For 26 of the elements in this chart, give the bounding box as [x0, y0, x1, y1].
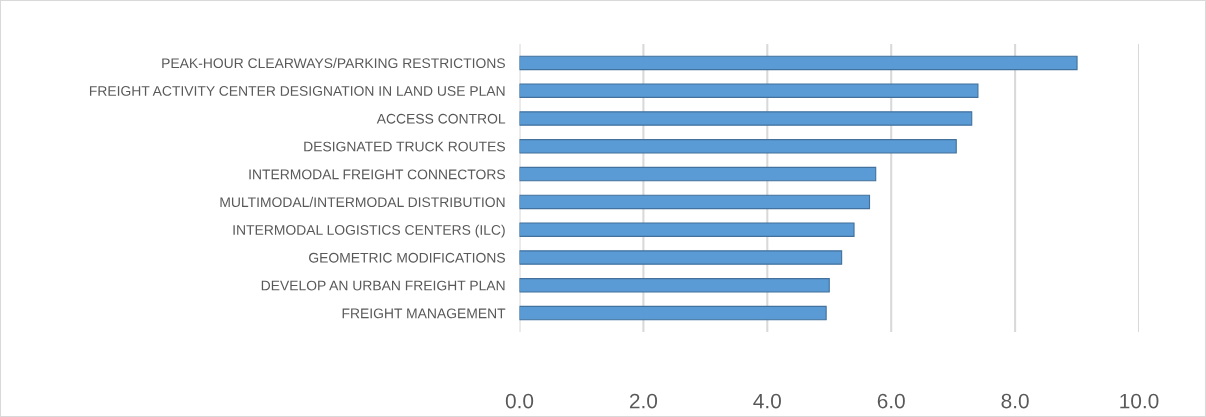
y-tick-label: FREIGHT MANAGEMENT: [342, 308, 506, 319]
bar: [519, 278, 830, 293]
y-tick-label: DESIGNATED TRUCK ROUTES: [304, 141, 505, 152]
x-tick-label: 6.0: [877, 393, 905, 409]
bar: [519, 222, 855, 237]
y-tick-label: DEVELOP AN URBAN FREIGHT PLAN: [261, 280, 505, 291]
x-tick-label: 4.0: [753, 393, 781, 409]
x-tick-label: 8.0: [1001, 393, 1029, 409]
y-tick-label: MULTIMODAL/INTERMODAL DISTRIBUTION: [220, 196, 505, 208]
bar: [519, 111, 973, 126]
bar: [519, 250, 843, 265]
bar: [519, 166, 877, 182]
x-tick-label: 0.0: [505, 393, 534, 409]
y-tick-label: GEOMETRIC MODIFICATIONS: [309, 252, 505, 263]
y-tick-label: FREIGHT ACTIVITY CENTER DESIGNATION IN LAND USE PLAN: [89, 86, 505, 96]
bar: [519, 305, 827, 321]
y-tick-label: PEAK-HOUR CLEARWAYS/PARKING RESTRICTIONS: [162, 57, 505, 69]
bar: [519, 83, 979, 98]
y-tick-label: INTERMODAL FREIGHT CONNECTORS: [249, 169, 505, 180]
x-tick-label: 2.0: [629, 393, 658, 409]
bar: [519, 194, 871, 210]
x-tick-label: 10.0: [1120, 393, 1159, 409]
bar: [519, 139, 957, 154]
y-tick-label: ACCESS CONTROL: [376, 113, 506, 124]
bar: [519, 55, 1078, 71]
y-tick-label: INTERMODAL LOGISTICS CENTERS (ILC): [233, 224, 505, 238]
